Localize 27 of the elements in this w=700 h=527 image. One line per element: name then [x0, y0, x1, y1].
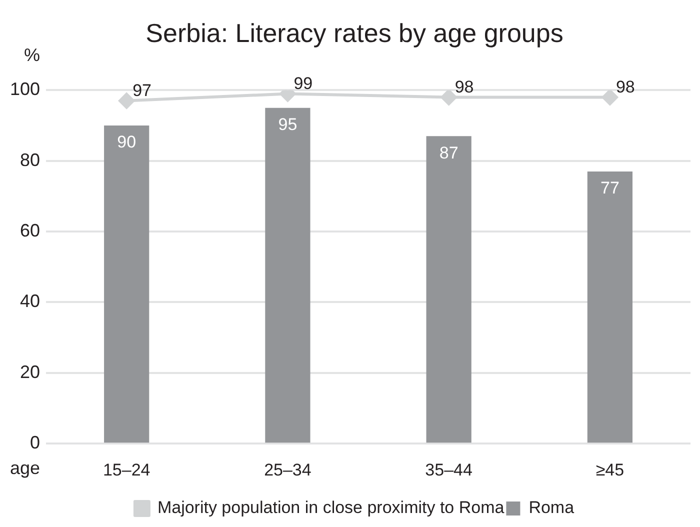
data-label: 99: [294, 74, 313, 93]
bar: [104, 126, 150, 443]
bar: [426, 136, 472, 443]
y-tick-label: 100: [10, 79, 40, 100]
x-tick-label: 25–34: [264, 460, 312, 480]
y-tick-label: 60: [20, 220, 40, 241]
y-tick-label: 20: [20, 362, 40, 382]
data-label: 90: [117, 132, 136, 152]
y-axis-title: %: [24, 45, 40, 66]
chart-title: Serbia: Literacy rates by age groups: [146, 18, 564, 48]
legend-label: Roma: [528, 498, 575, 518]
data-label: 97: [132, 80, 152, 100]
y-tick-label: 80: [20, 150, 40, 170]
x-tick-label: ≥45: [596, 460, 624, 480]
x-tick-label: 35–44: [425, 460, 472, 480]
data-label: 95: [278, 115, 298, 134]
bar: [265, 108, 310, 443]
data-label: 98: [454, 77, 474, 96]
x-tick-label: 15–24: [102, 460, 150, 480]
data-label: 98: [616, 77, 635, 96]
data-label: 77: [600, 178, 620, 198]
legend-label: Majority population in close proximity to Roma: [157, 498, 505, 518]
y-tick-label: 40: [20, 291, 40, 312]
y-tick-label: 0: [30, 432, 40, 453]
bar: [587, 171, 632, 443]
x-axis-title: age: [10, 458, 40, 478]
data-label: 87: [439, 143, 458, 162]
